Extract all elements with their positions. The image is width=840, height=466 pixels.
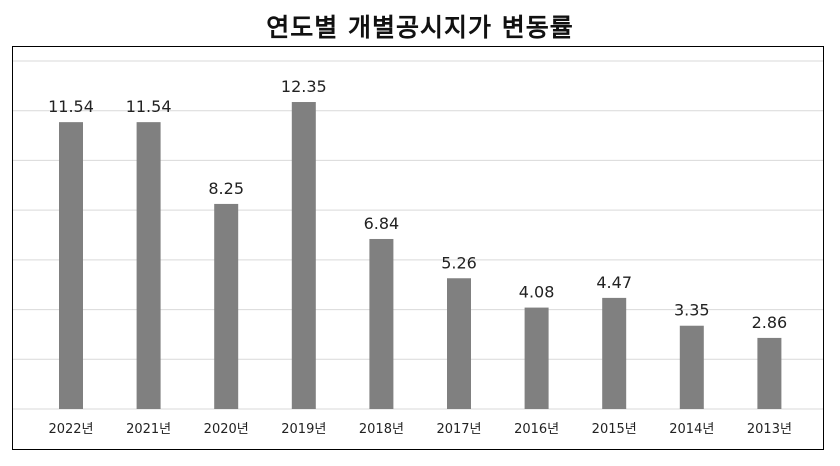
- category-label: 2013년: [747, 422, 792, 437]
- bar: [602, 297, 627, 409]
- category-label: 2018년: [359, 422, 404, 437]
- value-label: 12.35: [281, 77, 327, 96]
- bar: [447, 278, 471, 409]
- bar: [757, 337, 782, 409]
- bars: [59, 102, 782, 410]
- value-label: 6.84: [364, 214, 400, 233]
- category-labels: 2022년 2021년 2020년 2019년 2018년 2017년 2016년 2015년…: [48, 422, 791, 437]
- category-label: 2017년: [436, 422, 481, 437]
- value-label: 4.08: [519, 283, 555, 302]
- bar: [679, 325, 704, 409]
- value-label: 11.54: [48, 97, 94, 116]
- bar-chart: 11.54 11.54 8.25 12.35 6.84 5.26 4.08 4.47 3.35 2…: [13, 60, 823, 437]
- category-label: 2015년: [592, 422, 637, 437]
- bar: [369, 238, 394, 409]
- value-label: 3.35: [674, 301, 710, 320]
- value-label: 5.26: [441, 253, 477, 272]
- bar: [291, 102, 316, 409]
- value-label: 4.47: [596, 273, 632, 292]
- category-label: 2022년: [48, 422, 93, 437]
- chart-frame: 11.54 11.54 8.25 12.35 6.84 5.26 4.08 4.47 3.35 2…: [12, 46, 824, 450]
- value-labels: 11.54 11.54 8.25 12.35 6.84 5.26 4.08 4.47 3.35 2…: [48, 77, 787, 332]
- value-label: 2.86: [752, 313, 788, 332]
- bar: [524, 307, 549, 409]
- chart-title: 연도별 개별공시지가 변동률: [266, 13, 574, 42]
- bar: [214, 203, 239, 409]
- category-label: 2021년: [126, 422, 171, 437]
- category-label: 2020년: [204, 422, 249, 437]
- value-label: 8.25: [208, 179, 244, 198]
- bar: [136, 122, 161, 410]
- bar: [59, 122, 83, 410]
- value-label: 11.54: [126, 97, 172, 116]
- category-label: 2016년: [514, 422, 559, 437]
- category-label: 2019년: [281, 422, 326, 437]
- category-label: 2014년: [669, 422, 714, 437]
